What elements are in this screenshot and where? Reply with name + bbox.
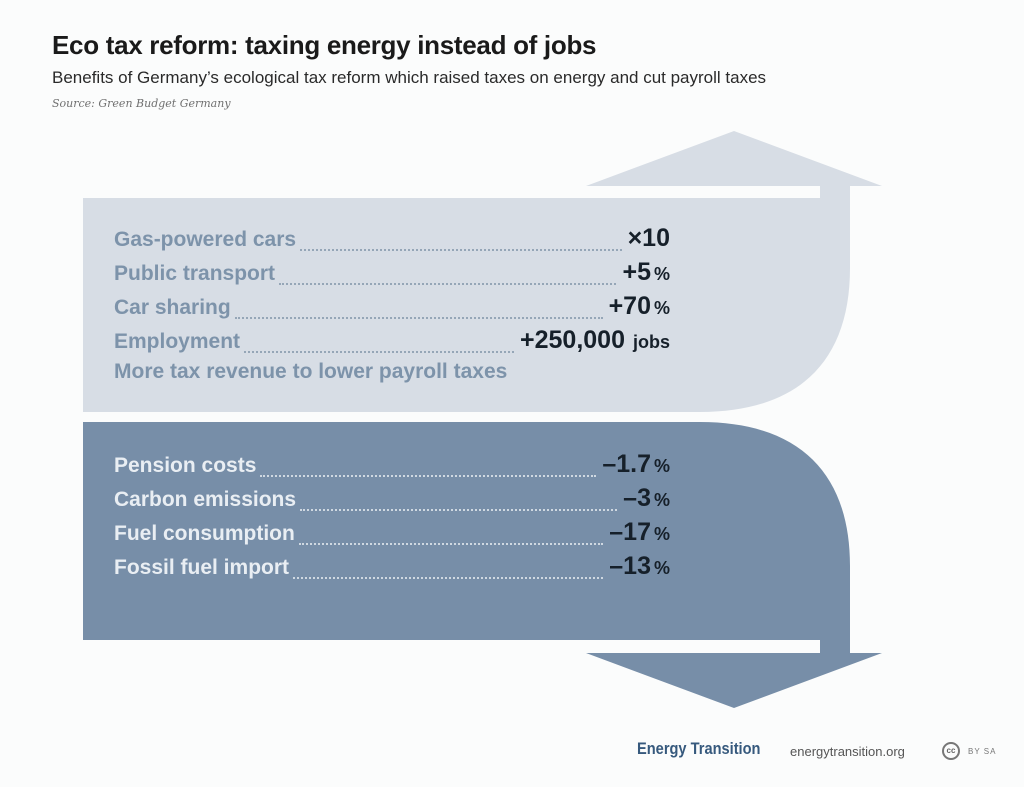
- benefit-value: ×10: [627, 224, 670, 252]
- benefit-row-employment: Employment +250,000 jobs: [114, 326, 670, 360]
- benefit-label: Public transport: [114, 262, 276, 285]
- reduction-value: –3%: [623, 484, 670, 512]
- reduction-row-pension-costs: Pension costs –1.7%: [114, 450, 670, 484]
- benefit-label: Gas-powered cars: [114, 228, 297, 251]
- page-title: Eco tax reform: taxing energy instead of…: [52, 30, 597, 60]
- dot-leader: [300, 249, 622, 251]
- dot-leader: [298, 543, 604, 545]
- reduction-row-fuel-consumption: Fuel consumption –17%: [114, 518, 670, 552]
- reduction-label: Fossil fuel import: [114, 556, 290, 579]
- dot-leader: [300, 509, 618, 511]
- reduction-value: –17%: [609, 518, 670, 546]
- brand-logo: Energy Transition: [637, 739, 761, 758]
- benefit-value: +5%: [622, 258, 670, 286]
- reduction-value: –1.7%: [602, 450, 670, 478]
- reduction-value: –13%: [609, 552, 670, 580]
- lower-arrow: [83, 422, 882, 708]
- dot-leader: [293, 577, 604, 579]
- benefit-label: Employment: [114, 330, 241, 353]
- benefit-note: More tax revenue to lower payroll taxes: [114, 360, 508, 383]
- benefit-row-gas-powered-cars: Gas-powered cars ×10: [114, 224, 670, 258]
- page-subtitle: Benefits of Germany’s ecological tax ref…: [52, 68, 767, 87]
- upper-arrow: [83, 131, 882, 412]
- cc-icon: cc: [942, 742, 960, 760]
- benefit-label: Car sharing: [114, 296, 231, 319]
- dot-leader: [244, 351, 515, 353]
- reduction-row-carbon-emissions: Carbon emissions –3%: [114, 484, 670, 518]
- reduction-label: Fuel consumption: [114, 522, 295, 545]
- reduction-label: Carbon emissions: [114, 488, 297, 511]
- dot-leader: [234, 317, 603, 319]
- reduction-label: Pension costs: [114, 454, 257, 477]
- reductions-list: Pension costs –1.7% Carbon emissions –3%…: [114, 450, 670, 586]
- dot-leader: [260, 475, 597, 477]
- benefits-list: Gas-powered cars ×10 Public transport +5…: [114, 224, 670, 394]
- benefit-row-car-sharing: Car sharing +70%: [114, 292, 670, 326]
- benefit-value: +250,000 jobs: [520, 326, 670, 354]
- reduction-row-fossil-fuel-import: Fossil fuel import –13%: [114, 552, 670, 586]
- source-note: Source: Green Budget Germany: [52, 97, 231, 110]
- license-label: BY SA: [968, 747, 997, 756]
- website-url: energytransition.org: [790, 744, 905, 759]
- dot-leader: [279, 283, 617, 285]
- benefit-row-public-transport: Public transport +5%: [114, 258, 670, 292]
- benefit-value: +70%: [608, 292, 670, 320]
